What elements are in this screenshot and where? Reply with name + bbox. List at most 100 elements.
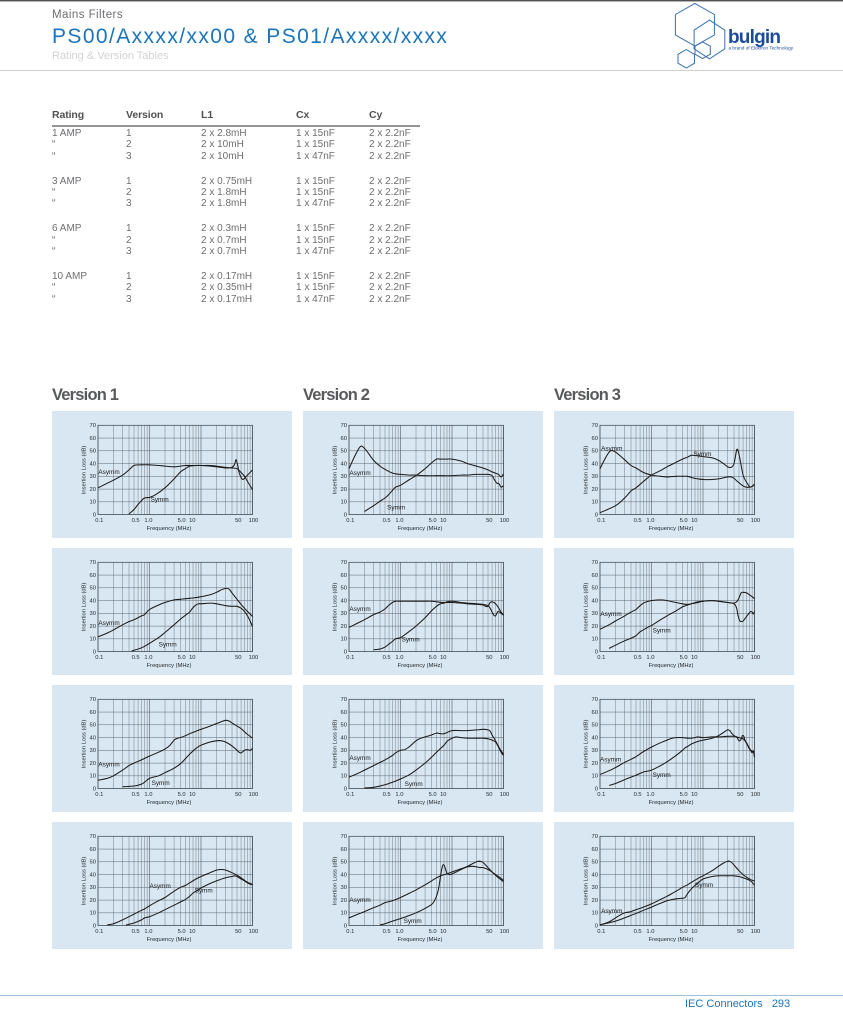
svg-text:10: 10 (189, 792, 195, 798)
svg-text:50: 50 (90, 586, 96, 592)
svg-text:30: 30 (90, 748, 96, 754)
svg-text:Symm: Symm (695, 882, 713, 889)
svg-text:0.1: 0.1 (597, 518, 605, 524)
svg-text:30: 30 (341, 611, 347, 617)
svg-text:0: 0 (595, 787, 598, 793)
svg-text:1.0: 1.0 (646, 655, 654, 661)
svg-text:Asymm: Asymm (601, 445, 622, 452)
svg-text:60: 60 (341, 847, 347, 853)
svg-text:20: 20 (90, 898, 96, 904)
svg-text:5.0: 5.0 (680, 929, 688, 935)
svg-text:10: 10 (592, 774, 598, 780)
svg-text:100: 100 (249, 655, 259, 661)
svg-text:30: 30 (341, 474, 347, 480)
svg-text:0.5: 0.5 (132, 655, 140, 661)
svg-text:5.0: 5.0 (429, 518, 437, 524)
svg-text:Symm: Symm (195, 888, 213, 895)
svg-text:Asymm: Asymm (349, 755, 370, 762)
svg-text:Symm: Symm (151, 496, 169, 503)
svg-text:30: 30 (90, 885, 96, 891)
svg-text:a brand of Elektron Technology: a brand of Elektron Technology (729, 46, 794, 51)
svg-text:0.1: 0.1 (597, 792, 605, 798)
svg-text:Symm: Symm (405, 781, 423, 788)
svg-text:5.0: 5.0 (178, 792, 186, 798)
svg-text:50: 50 (235, 929, 241, 935)
svg-text:0.1: 0.1 (597, 655, 605, 661)
svg-text:50: 50 (235, 792, 241, 798)
svg-text:0.1: 0.1 (597, 929, 605, 935)
svg-text:70: 70 (341, 834, 347, 840)
svg-text:Insertion Loss (dB): Insertion Loss (dB) (584, 583, 590, 632)
svg-text:10: 10 (90, 637, 96, 643)
svg-text:Insertion Loss (dB): Insertion Loss (dB) (333, 446, 339, 495)
svg-text:100: 100 (500, 929, 510, 935)
svg-text:70: 70 (592, 697, 598, 703)
svg-text:100: 100 (751, 518, 761, 524)
svg-text:0: 0 (93, 787, 96, 793)
svg-text:50: 50 (592, 449, 598, 455)
svg-text:5.0: 5.0 (680, 792, 688, 798)
svg-text:40: 40 (592, 462, 598, 468)
svg-text:100: 100 (249, 929, 259, 935)
svg-text:0.1: 0.1 (346, 792, 354, 798)
svg-text:Insertion Loss (dB): Insertion Loss (dB) (82, 857, 88, 906)
svg-text:60: 60 (592, 436, 598, 442)
svg-text:Frequency (MHz): Frequency (MHz) (649, 800, 694, 806)
svg-text:10: 10 (440, 929, 446, 935)
svg-text:40: 40 (90, 873, 96, 879)
svg-text:Insertion Loss (dB): Insertion Loss (dB) (333, 857, 339, 906)
svg-text:Symm: Symm (404, 918, 422, 925)
svg-text:10: 10 (189, 518, 195, 524)
svg-text:10: 10 (592, 637, 598, 643)
svg-text:40: 40 (341, 462, 347, 468)
svg-text:60: 60 (90, 436, 96, 442)
svg-text:0.5: 0.5 (634, 518, 642, 524)
svg-text:Asymm: Asymm (98, 761, 119, 768)
svg-text:100: 100 (751, 929, 761, 935)
svg-text:20: 20 (341, 624, 347, 630)
svg-text:Insertion Loss (dB): Insertion Loss (dB) (584, 720, 590, 769)
svg-text:1.0: 1.0 (646, 792, 654, 798)
svg-text:50: 50 (486, 655, 492, 661)
svg-text:40: 40 (592, 599, 598, 605)
svg-text:40: 40 (90, 599, 96, 605)
svg-text:1.0: 1.0 (144, 518, 152, 524)
svg-text:0: 0 (344, 924, 347, 930)
svg-text:20: 20 (592, 624, 598, 630)
svg-text:20: 20 (90, 761, 96, 767)
svg-text:30: 30 (592, 885, 598, 891)
svg-text:0: 0 (93, 513, 96, 519)
svg-text:10: 10 (440, 792, 446, 798)
svg-text:0.1: 0.1 (95, 655, 103, 661)
svg-text:100: 100 (249, 518, 259, 524)
svg-text:1.0: 1.0 (144, 792, 152, 798)
svg-text:0.1: 0.1 (346, 655, 354, 661)
svg-text:30: 30 (90, 474, 96, 480)
svg-text:Insertion Loss (dB): Insertion Loss (dB) (333, 720, 339, 769)
svg-text:0.5: 0.5 (383, 929, 391, 935)
svg-text:20: 20 (592, 761, 598, 767)
svg-text:100: 100 (249, 792, 259, 798)
svg-text:30: 30 (592, 611, 598, 617)
svg-text:100: 100 (500, 792, 510, 798)
svg-text:0.5: 0.5 (383, 518, 391, 524)
svg-text:60: 60 (90, 573, 96, 579)
svg-text:10: 10 (592, 500, 598, 506)
svg-text:0: 0 (595, 924, 598, 930)
svg-text:30: 30 (592, 748, 598, 754)
svg-text:5.0: 5.0 (429, 929, 437, 935)
svg-text:10: 10 (691, 929, 697, 935)
svg-text:20: 20 (341, 761, 347, 767)
svg-text:Frequency (MHz): Frequency (MHz) (398, 526, 443, 532)
svg-text:60: 60 (592, 847, 598, 853)
svg-text:30: 30 (341, 885, 347, 891)
svg-text:Asymm: Asymm (98, 469, 119, 476)
svg-text:100: 100 (751, 655, 761, 661)
svg-text:Asymm: Asymm (349, 897, 370, 904)
svg-text:20: 20 (341, 898, 347, 904)
svg-text:70: 70 (592, 560, 598, 566)
svg-text:40: 40 (592, 873, 598, 879)
svg-text:20: 20 (592, 487, 598, 493)
svg-text:0.5: 0.5 (383, 655, 391, 661)
svg-text:Symm: Symm (693, 451, 711, 458)
